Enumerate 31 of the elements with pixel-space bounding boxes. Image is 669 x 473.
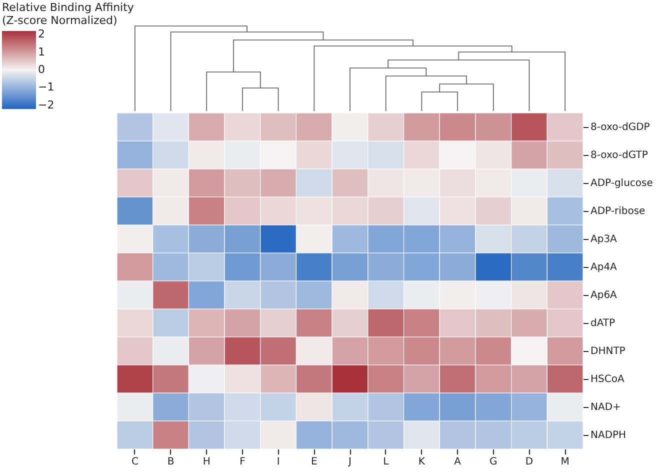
x-tick-label: F xyxy=(240,456,246,468)
x-tick-label: I xyxy=(276,456,280,468)
y-tick-label: ADP-glucose xyxy=(590,178,653,189)
legend-title: Relative Binding Affinity (Z-score Normalized) xyxy=(2,1,134,27)
x-tick-label: M xyxy=(560,456,570,468)
y-tick-label: 8-oxo-dGDP xyxy=(590,122,650,133)
y-tick-label: NADPH xyxy=(590,430,626,441)
x-tick-label: C xyxy=(131,456,138,468)
y-tick-label: dATP xyxy=(590,318,616,329)
y-tick-label: HSCoA xyxy=(590,374,624,385)
y-tick-label: Ap4A xyxy=(590,262,618,273)
x-tick-label: E xyxy=(310,456,318,468)
x-tick-label: J xyxy=(348,456,352,468)
y-tick-label: Ap6A xyxy=(590,290,618,301)
color-bar-label: 0 xyxy=(38,63,45,76)
x-tick-label: K xyxy=(418,456,426,468)
x-tick-label: G xyxy=(490,456,498,468)
x-tick-label: D xyxy=(525,456,534,468)
color-bar-label: 2 xyxy=(38,28,45,41)
x-tick-label: H xyxy=(202,456,210,468)
y-tick-label: DHNTP xyxy=(590,346,626,357)
color-bar-label: 1 xyxy=(38,45,45,58)
color-bar-label: −2 xyxy=(38,98,54,112)
y-tick-label: Ap3A xyxy=(590,234,618,245)
y-tick-label: ADP-ribose xyxy=(590,206,646,217)
x-tick-label: B xyxy=(167,456,174,468)
x-tick-label: L xyxy=(383,456,390,468)
x-tick-label: A xyxy=(454,456,462,468)
y-tick-label: 8-oxo-dGTP xyxy=(590,150,648,161)
color-bar-label: −1 xyxy=(38,80,54,94)
y-tick-label: NAD+ xyxy=(590,402,621,413)
